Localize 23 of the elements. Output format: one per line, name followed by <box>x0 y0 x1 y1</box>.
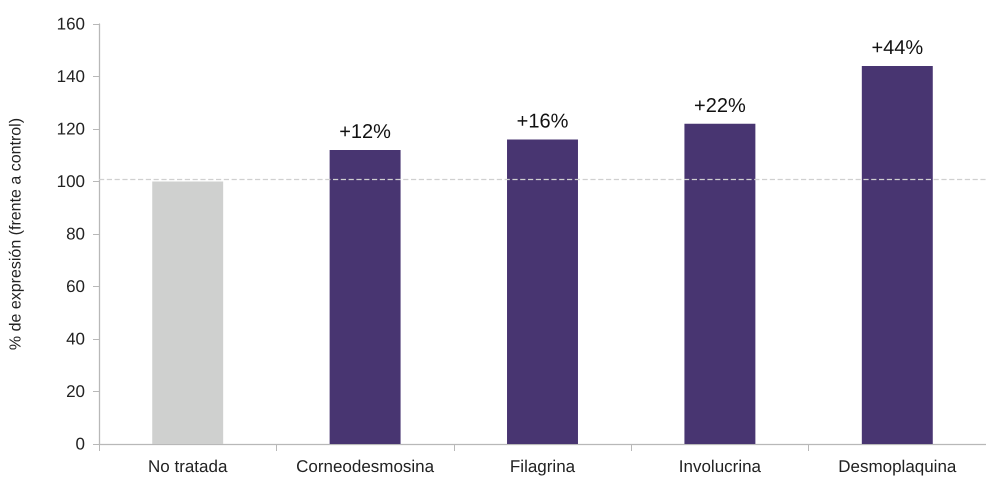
x-tick-label: Corneodesmosina <box>296 457 435 476</box>
x-tick-label: Desmoplaquina <box>838 457 957 476</box>
x-tick-label: Filagrina <box>510 457 576 476</box>
annotation: +16% <box>516 110 569 132</box>
y-tick-label: 160 <box>56 14 85 34</box>
bar <box>330 150 401 444</box>
y-tick-label: 140 <box>56 67 85 86</box>
annotation: +44% <box>871 37 924 59</box>
y-tick-label: 20 <box>66 382 85 401</box>
annotation: +12% <box>339 121 392 143</box>
annotation: +22% <box>694 94 746 117</box>
y-tick-label: 40 <box>66 330 85 348</box>
x-tick-label: No tratada <box>148 457 228 476</box>
y-axis-title: % de expresión (frente a control) <box>8 118 24 350</box>
y-tick-label: 80 <box>66 224 85 244</box>
bar <box>507 140 578 444</box>
x-tick-label: Involucrina <box>678 457 762 476</box>
y-tick-label: 100 <box>56 172 85 191</box>
y-tick-label: 0 <box>76 434 85 454</box>
y-tick-label: 120 <box>56 120 85 138</box>
bar <box>684 124 756 444</box>
y-tick-label: 60 <box>66 277 85 296</box>
bar <box>862 66 933 444</box>
